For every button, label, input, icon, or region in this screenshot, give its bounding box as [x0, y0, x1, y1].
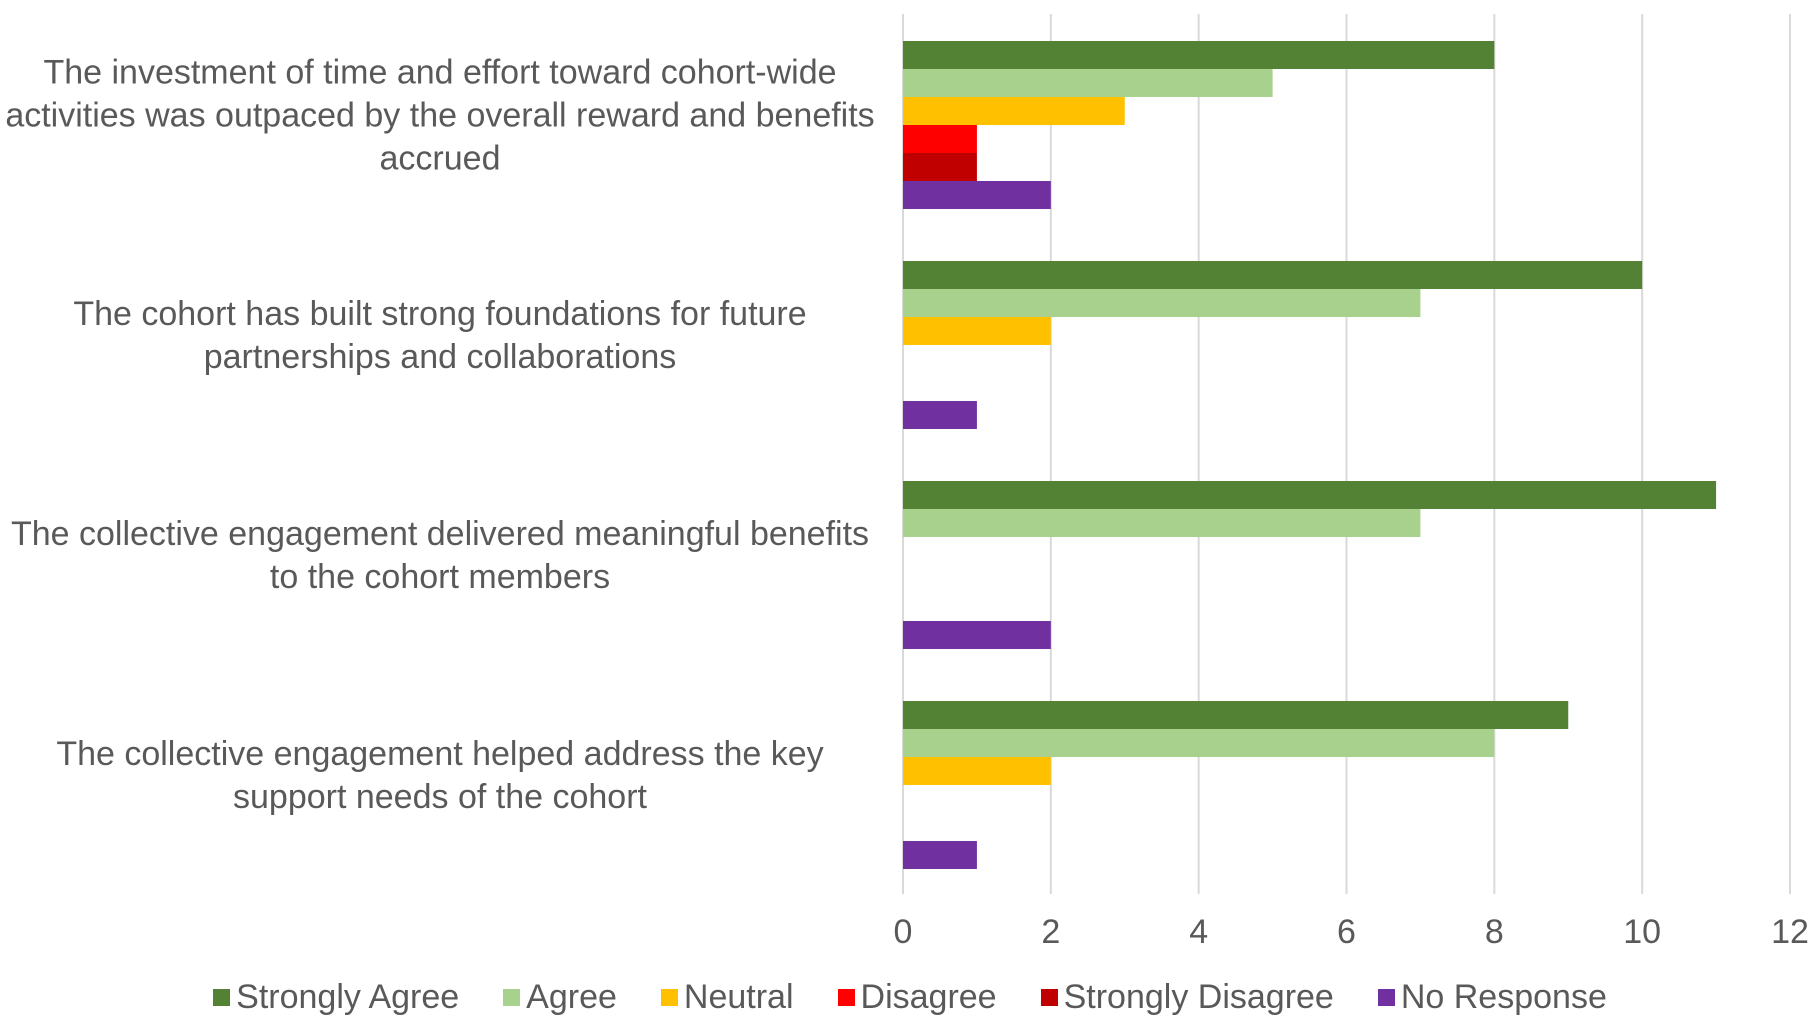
bar — [903, 317, 1051, 345]
x-tick-label: 2 — [1041, 913, 1060, 951]
category-label: The investment of time and effort toward… — [5, 53, 875, 178]
bar — [903, 841, 977, 869]
legend-item: Strongly Agree — [213, 978, 459, 1017]
bar — [903, 621, 1051, 649]
category-label: The collective engagement helped address… — [56, 735, 824, 816]
bar — [903, 701, 1569, 729]
bar — [903, 69, 1273, 97]
bar — [903, 125, 977, 153]
bar — [903, 509, 1421, 537]
legend-label: Strongly Agree — [236, 978, 460, 1016]
legend-label: Disagree — [860, 978, 997, 1016]
legend-swatch — [503, 989, 521, 1006]
bar — [903, 153, 977, 181]
legend-swatch — [837, 989, 855, 1006]
x-tick-label: 8 — [1485, 913, 1504, 951]
legend-item: Disagree — [837, 978, 997, 1017]
category-label: The collective engagement delivered mean… — [10, 515, 870, 596]
x-tick-label: 4 — [1189, 913, 1208, 951]
bar — [903, 401, 977, 429]
bar — [903, 97, 1125, 125]
x-tick-label: 10 — [1623, 913, 1661, 951]
bar — [903, 181, 1051, 209]
bar — [903, 289, 1421, 317]
legend: Strongly Agree Agree Neutral Disagree Strong… — [0, 978, 1820, 1017]
legend-item: Agree — [503, 978, 617, 1017]
legend-item: Strongly Disagree — [1040, 978, 1334, 1017]
bar — [903, 729, 1495, 757]
legend-label: Strongly Disagree — [1063, 978, 1334, 1016]
bar — [903, 261, 1643, 289]
legend-label: Neutral — [683, 978, 794, 1016]
x-tick-label: 6 — [1337, 913, 1356, 951]
legend-item: No Response — [1377, 978, 1607, 1017]
legend-swatch — [1040, 989, 1058, 1006]
x-tick-label: 0 — [894, 913, 913, 951]
legend-label: Agree — [526, 978, 617, 1016]
x-tick-label: 12 — [1771, 913, 1809, 951]
category-label: The cohort has built strong foundations … — [73, 295, 807, 376]
legend-swatch — [213, 989, 231, 1006]
legend-item: Neutral — [660, 978, 794, 1017]
bar — [903, 757, 1051, 785]
legend-swatch — [660, 989, 678, 1006]
bar — [903, 481, 1717, 509]
legend-swatch — [1377, 989, 1395, 1006]
bar — [903, 41, 1495, 69]
legend-label: No Response — [1400, 978, 1607, 1016]
